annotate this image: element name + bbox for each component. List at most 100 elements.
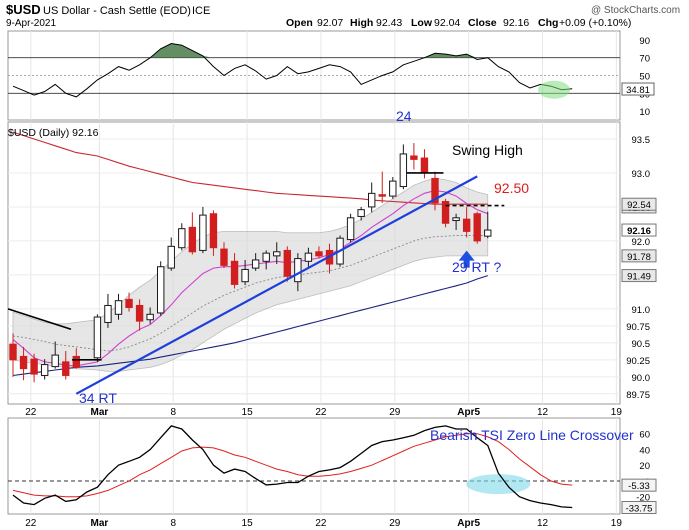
annotation-34-rt: 34 RT <box>79 390 117 406</box>
price-marker-box <box>621 223 657 237</box>
candle <box>125 298 133 309</box>
candle <box>452 217 460 222</box>
price-marker-box <box>621 269 657 283</box>
price-tick-label: 91.0 <box>632 305 651 316</box>
price-x-tick-label: 12 <box>537 407 549 418</box>
candle <box>420 157 429 174</box>
candle <box>157 266 165 314</box>
rsi-tick-label: 10 <box>639 107 650 118</box>
cycle-low-arrow-icon <box>458 250 475 268</box>
price-panel: 93.593.092.592.091.591.090.7590.590.2590… <box>7 121 657 418</box>
price-tick-label: 93.5 <box>632 135 651 146</box>
candle <box>30 358 38 375</box>
rsi-tick-label: 90 <box>639 36 650 47</box>
candle <box>51 354 59 368</box>
price-x-tick-label: 29 <box>389 407 401 418</box>
low-label: Low <box>411 17 433 29</box>
price-tick-label: 92.0 <box>632 237 651 248</box>
rsi-line <box>12 42 573 98</box>
candle <box>431 177 439 204</box>
price-marker-box <box>621 249 657 263</box>
rsi-last-value: 34.81 <box>626 85 650 96</box>
candle <box>389 180 397 197</box>
price-x-tick-label: 15 <box>242 407 254 418</box>
price-marker-label: 92.54 <box>627 200 651 211</box>
price-marker-label: 91.78 <box>627 252 651 263</box>
rsi-last-value-box <box>621 82 655 96</box>
candle <box>410 155 418 160</box>
candle <box>357 209 365 217</box>
candle <box>441 201 450 224</box>
candle <box>199 214 207 251</box>
tsi-x-tick-label: Mar <box>91 518 109 529</box>
tsi-highlight-ellipse <box>466 474 531 495</box>
tsi-x-tick-label: 12 <box>537 518 549 529</box>
rsi-panel: 907050301034.81 <box>7 30 655 121</box>
price-x-tick-label: 22 <box>315 407 327 418</box>
candle <box>378 194 386 197</box>
candle <box>484 229 492 237</box>
open-label: Open <box>286 17 313 29</box>
candle <box>72 355 80 368</box>
annotation-cycle-top: 24 <box>396 108 412 124</box>
annotation-swing-high: Swing High <box>452 142 523 158</box>
candle <box>462 218 471 232</box>
tsi-last-value: -33.75 <box>626 504 653 515</box>
close-value: 92.16 <box>503 17 529 29</box>
tsi-frame <box>7 417 621 515</box>
candle <box>399 153 408 188</box>
annotation-tsi-crossover: Bearish TSI Zero Line Crossover <box>430 427 634 443</box>
uptrend-line <box>75 175 478 395</box>
candle <box>135 304 144 322</box>
tsi-tick-label: 20 <box>639 461 650 472</box>
price-x-tick-label: 22 <box>25 407 37 418</box>
candle <box>93 316 102 359</box>
price-tick-label: 89.75 <box>626 390 650 401</box>
candle <box>241 268 249 283</box>
price-marker-label: 91.49 <box>627 272 651 283</box>
low-value: 92.04 <box>434 17 460 29</box>
moving-average-slow <box>12 131 488 205</box>
downtrend-line <box>7 308 72 331</box>
tsi-tick-label: 60 <box>639 430 650 441</box>
price-x-tick-label: Mar <box>91 407 109 418</box>
open-value: 92.07 <box>317 17 343 29</box>
candle <box>315 251 323 257</box>
candle <box>62 361 70 376</box>
candle <box>294 258 302 283</box>
candle <box>178 228 186 249</box>
watermark: @ StockCharts.com <box>591 5 680 16</box>
instrument-name: US Dollar - Cash Settle (EOD) <box>43 5 191 17</box>
rsi-highlight-ellipse <box>538 80 571 99</box>
price-x-tick-label: 19 <box>611 407 623 418</box>
candle <box>230 260 239 285</box>
price-panel-title: $USD (Daily) 92.16 <box>8 127 99 139</box>
tsi-panel: 6040200-20-5.33-33.7522Mar8152229Apr5121… <box>7 417 657 529</box>
annotation-29-rt: 29 RT ? <box>452 259 502 275</box>
high-value: 92.43 <box>376 17 402 29</box>
tsi-x-tick-label: 19 <box>611 518 623 529</box>
candle <box>220 248 228 266</box>
chart-date: 9-Apr-2021 <box>6 18 56 29</box>
candle <box>9 343 17 361</box>
rsi-tick-label: 70 <box>639 54 650 65</box>
price-marker-label: 92.16 <box>627 226 651 237</box>
chg-value: +0.09 (+0.10%) <box>559 17 631 29</box>
tsi-last-value-box <box>621 478 657 492</box>
candle <box>251 259 260 269</box>
tsi-last-value-box <box>621 501 657 515</box>
candle <box>262 252 270 262</box>
price-tick-label: 90.5 <box>632 339 651 350</box>
candle <box>304 252 313 262</box>
tsi-x-tick-label: Apr5 <box>457 518 480 529</box>
price-x-tick-label: 8 <box>170 407 176 418</box>
candle <box>114 300 123 315</box>
candle <box>188 226 197 253</box>
tsi-x-tick-label: 29 <box>389 518 401 529</box>
tsi-x-tick-label: 8 <box>170 518 176 529</box>
bollinger-band <box>12 177 489 372</box>
candle <box>368 192 376 208</box>
tsi-signal-line <box>12 433 573 498</box>
rsi-tick-label: 50 <box>639 72 650 83</box>
tsi-tick-label: 40 <box>639 445 650 456</box>
